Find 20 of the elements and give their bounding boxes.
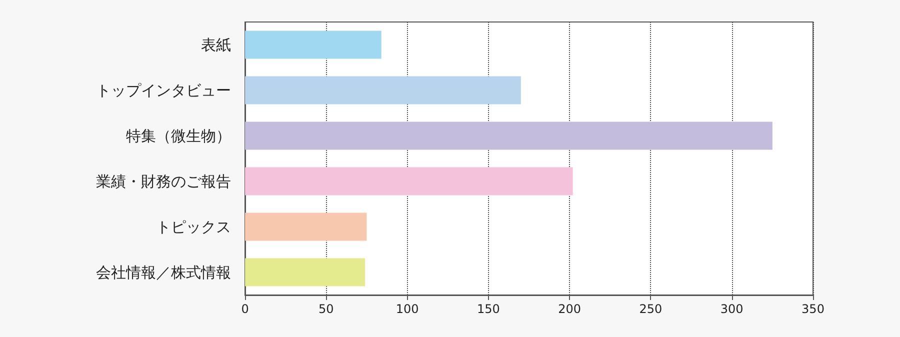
x-tick-label: 250 [639,302,662,316]
x-tick-label: 200 [558,302,582,316]
bar [245,30,382,59]
y-tick-label: トピックス [156,218,231,236]
bar [245,76,521,104]
bar [245,212,367,241]
y-tick-label: トップインタビュー [96,81,231,100]
bar [245,122,772,150]
bar [245,258,366,286]
x-tick-label: 50 [318,302,334,316]
x-tick-label: 0 [241,302,249,316]
y-tick-label: 表紙 [201,36,231,54]
x-tick-label: 350 [802,302,824,316]
y-tick-label: 特集（微生物） [126,126,231,145]
y-tick-label: 業績・財務のご報告 [96,172,231,190]
x-tick-label: 300 [720,302,744,316]
x-tick-label: 150 [476,302,500,316]
bar [245,167,573,196]
y-tick-label: 会社情報／株式情報 [96,263,231,282]
x-tick-label: 100 [396,302,419,316]
